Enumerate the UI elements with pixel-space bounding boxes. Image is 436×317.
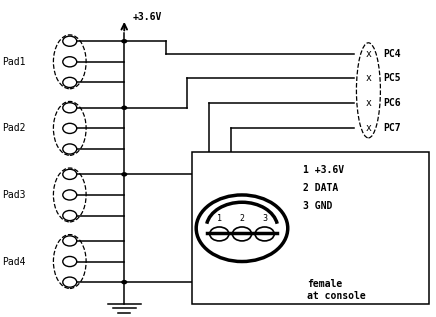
Text: PC4: PC4 bbox=[384, 49, 401, 59]
Text: x: x bbox=[365, 98, 371, 108]
Text: PC5: PC5 bbox=[384, 73, 401, 83]
Circle shape bbox=[121, 280, 127, 284]
Text: Pad3: Pad3 bbox=[2, 190, 26, 200]
Text: 1 +3.6V: 1 +3.6V bbox=[303, 165, 344, 175]
Text: PC6: PC6 bbox=[384, 98, 401, 108]
Circle shape bbox=[121, 106, 127, 110]
Text: at console: at console bbox=[307, 291, 366, 301]
Text: 3: 3 bbox=[262, 214, 267, 223]
Text: x: x bbox=[365, 73, 371, 83]
Circle shape bbox=[121, 39, 127, 43]
Text: +3.6V: +3.6V bbox=[133, 12, 162, 23]
Text: 2: 2 bbox=[239, 214, 245, 223]
Text: 2 DATA: 2 DATA bbox=[303, 183, 338, 193]
Text: Pad1: Pad1 bbox=[2, 57, 26, 67]
Text: PC7: PC7 bbox=[384, 123, 401, 133]
Text: x: x bbox=[365, 49, 371, 59]
Circle shape bbox=[121, 172, 127, 177]
Text: 1: 1 bbox=[217, 214, 222, 223]
Text: x: x bbox=[365, 123, 371, 133]
Text: Pad2: Pad2 bbox=[2, 123, 26, 133]
Text: 3 GND: 3 GND bbox=[303, 201, 332, 211]
Bar bbox=[192, 152, 429, 304]
Text: Pad4: Pad4 bbox=[2, 256, 26, 267]
Text: female: female bbox=[307, 279, 343, 289]
